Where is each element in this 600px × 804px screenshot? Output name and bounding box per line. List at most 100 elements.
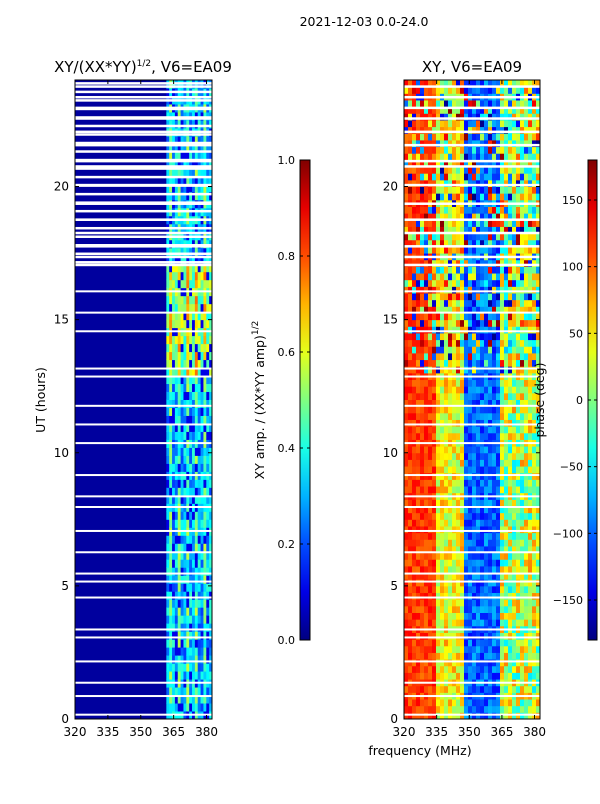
amplitude-cell [172, 495, 176, 504]
phase-cell [472, 605, 477, 613]
phase-cell [508, 712, 513, 720]
phase-cell [492, 652, 497, 660]
phase-cell [436, 233, 441, 241]
amplitude-cell [177, 447, 182, 456]
phase-cell [444, 186, 449, 194]
phase-cell [456, 386, 461, 394]
phase-cell [480, 559, 485, 567]
phase-cell [520, 572, 525, 580]
phase-cell [496, 446, 501, 454]
phase-cell [456, 592, 461, 600]
amplitude-cell [194, 415, 199, 424]
amplitude-cell [194, 423, 199, 432]
phase-cell [452, 579, 457, 587]
phase-cell [520, 659, 525, 667]
phase-cell [408, 352, 413, 361]
phase-cell [436, 572, 441, 580]
amplitude-cell [209, 391, 213, 400]
phase-cell [452, 685, 457, 693]
phase-cell [428, 519, 433, 527]
phase-cell [536, 486, 541, 494]
phase-cell [532, 665, 537, 673]
amplitude-cell [174, 671, 179, 680]
amplitude-cell [169, 455, 173, 464]
amplitude-cell [169, 639, 173, 648]
phase-cell [456, 479, 461, 487]
amplitude-cell [209, 335, 213, 345]
phase-cell [476, 605, 481, 613]
phase-cell [492, 499, 497, 507]
phase-cell [524, 632, 529, 640]
phase-cell [444, 512, 449, 520]
amplitude-cell [209, 423, 213, 432]
phase-cell [456, 239, 461, 247]
phase-cell [480, 246, 485, 254]
phase-cell [420, 119, 425, 128]
phase-cell [488, 685, 493, 693]
phase-cell [408, 273, 413, 281]
phase-cell [500, 545, 505, 554]
phase-cell [404, 559, 409, 567]
phase-cell [416, 639, 421, 647]
phase-cell [408, 565, 413, 574]
phase-cell [472, 479, 477, 487]
phase-cell [416, 299, 421, 307]
phase-cell [444, 499, 449, 507]
amplitude-cell [206, 663, 210, 672]
phase-cell [408, 219, 413, 227]
amplitude-cell [172, 615, 176, 624]
flagged-time-gap [75, 192, 212, 196]
phase-cell [516, 605, 521, 613]
phase-cell [512, 286, 517, 294]
amplitude-cell [177, 591, 182, 600]
amplitude-cell [192, 383, 196, 393]
phase-cell [500, 659, 505, 667]
phase-cell [492, 133, 497, 141]
phase-cell [468, 266, 473, 274]
phase-cell [412, 259, 417, 267]
phase-cell [452, 306, 457, 314]
phase-cell [528, 233, 533, 241]
amplitude-cell [197, 639, 202, 648]
phase-cell [408, 226, 413, 234]
phase-cell [444, 579, 449, 587]
phase-cell [488, 306, 493, 314]
phase-cell [508, 339, 513, 347]
phase-cell [452, 652, 457, 660]
phase-cell [416, 146, 421, 154]
amplitude-colorbar-label: XY amp. / (XX*YY amp)1/2 [251, 321, 267, 480]
amplitude-cell [183, 431, 187, 440]
phase-cell [480, 379, 485, 387]
amplitude-cell [206, 599, 210, 608]
amplitude-cell [183, 591, 187, 600]
phase-cell [448, 126, 453, 134]
amplitude-cell [166, 351, 170, 361]
phase-cell [532, 312, 537, 321]
phase-cell [532, 585, 537, 594]
phase-cell [512, 146, 517, 154]
amplitude-cell [172, 135, 176, 145]
phase-cell [524, 579, 529, 587]
phase-cell [440, 432, 445, 440]
phase-cell [420, 239, 425, 247]
phase-cell [484, 712, 489, 720]
phase-cell [408, 366, 413, 374]
amplitude-cell [166, 359, 170, 369]
phase-cell [472, 645, 477, 653]
phase-cell [532, 579, 537, 587]
phase-cell [456, 452, 461, 460]
phase-cell [404, 312, 409, 321]
phase-cell [524, 226, 529, 234]
phase-cell [420, 486, 425, 494]
phase-cell [460, 585, 465, 594]
phase-cell [472, 459, 477, 467]
phase-cell [504, 412, 509, 420]
phase-cell [488, 352, 493, 361]
amplitude-cell [189, 311, 193, 321]
phase-cell [496, 326, 501, 334]
amplitude-cell [189, 607, 193, 616]
amplitude-cell [203, 687, 207, 696]
phase-cell [440, 259, 445, 267]
phase-cell [452, 672, 457, 680]
